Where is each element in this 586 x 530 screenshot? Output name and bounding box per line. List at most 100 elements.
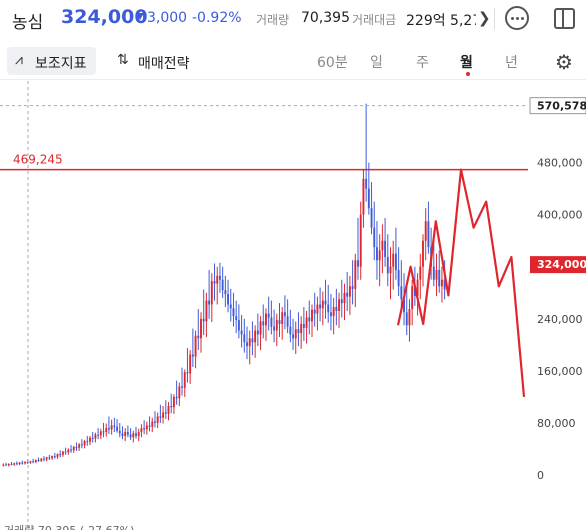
layout-icon[interactable] [554,8,575,29]
trade-strategy-icon: ⇅ [117,52,129,68]
candle-body [384,240,387,257]
candle-body [422,240,424,267]
candle-body [419,266,422,280]
candle-body [18,462,21,464]
candle-body [394,253,397,270]
candle-body [13,463,16,465]
candle-body [89,437,91,442]
candle-body [440,279,443,287]
candle-body [48,457,51,459]
candle-body [240,330,243,335]
candle-body [124,432,127,436]
candle-body [262,321,265,326]
candle-body [316,304,319,314]
candle-body [21,462,24,464]
candle-body [221,279,224,291]
candle-body [224,290,227,295]
candle-body [145,425,148,430]
period-year[interactable]: 년 [505,55,518,71]
candle-body [167,406,170,414]
candle-body [438,269,441,287]
candle-body [140,428,143,433]
candle-body [61,451,64,455]
period-60min[interactable]: 60분 [317,55,348,71]
settings-icon[interactable]: ⚙ [555,50,573,74]
current-price: 324,000 [61,6,148,28]
candle-body [281,312,284,325]
candle-body [246,342,248,347]
y-tick-label: 400,000 [537,209,583,222]
candle-body [45,457,48,460]
candle-body [400,286,403,300]
candle-body [243,334,246,343]
candle-body [75,447,78,449]
candle-body [7,463,10,466]
candle-body [294,329,297,339]
stock-name[interactable]: 농심 [12,13,44,33]
candle-body [405,312,408,326]
candle-body [121,433,124,436]
candle-body [116,426,119,431]
y-tick-label: 480,000 [537,157,583,170]
candle-body [292,334,294,339]
candle-body [34,460,37,462]
candle-body [365,178,368,189]
indicator-button[interactable]: ⩘ 보조지표 [7,47,96,75]
candle-body [110,425,113,430]
candle-body [178,386,181,399]
candle-body [359,214,362,267]
candle-body [275,320,278,331]
candle-body [427,221,430,248]
candle-body [273,326,276,331]
level-label: 469,245 [13,153,63,167]
candle-body [319,304,322,309]
candle-body [129,434,132,438]
period-day[interactable]: 일 [370,55,383,71]
candle-body [367,188,370,209]
candle-body [327,304,330,313]
candle-body [251,338,254,343]
candle-body [83,441,86,446]
drawn-trend-line[interactable] [396,168,526,397]
chevron-right-icon[interactable]: ❯ [478,9,491,27]
candle-body [343,292,346,304]
candle-body [321,300,324,309]
candle-body [416,279,419,297]
candle-body [411,286,414,310]
candle-body [278,320,281,325]
candle-body [283,312,286,317]
candle-body [70,449,72,451]
candle-body [435,269,438,280]
candle-body [205,300,208,322]
candle-body [126,432,129,435]
trade-strategy-button[interactable]: ⇅ 매매전략 [114,47,204,75]
period-week[interactable]: 주 [416,55,429,71]
candle-body [15,463,18,465]
candle-body [102,431,105,433]
y-tick-label: 80,000 [537,417,576,430]
candle-body [91,437,94,439]
stock-header: 농심 324,000 3,000 -0.92% 거래량 70,395 거래대금 … [0,0,586,38]
candle-body [162,412,165,418]
candle-body [227,294,230,305]
candle-body [443,279,446,290]
candle-body [338,299,341,311]
period-month[interactable]: 월 [460,55,473,71]
trade-amount-value: 229억 5,27 [406,13,476,29]
candle-body [72,447,75,451]
candle-body [51,456,54,459]
candle-body [237,320,240,331]
candle-body [191,354,194,357]
price-chart[interactable]: 469,245 480,000400,000320,000240,000160,… [0,81,586,530]
more-icon[interactable] [505,6,529,30]
candle-body [218,275,221,280]
change-value: 3,000 [147,10,188,26]
chart-toolbar: ⩘ 보조지표 ⇅ 매매전략 60분 일 주 월 년 ⚙ [0,44,586,80]
candle-body [26,461,29,463]
candle-body [32,461,35,463]
candle-body [386,256,389,274]
trade-strategy-label: 매매전략 [138,56,190,72]
candle-body [2,464,5,466]
chart-svg[interactable]: 469,245 480,000400,000320,000240,000160,… [0,81,586,530]
candle-body [286,316,289,327]
